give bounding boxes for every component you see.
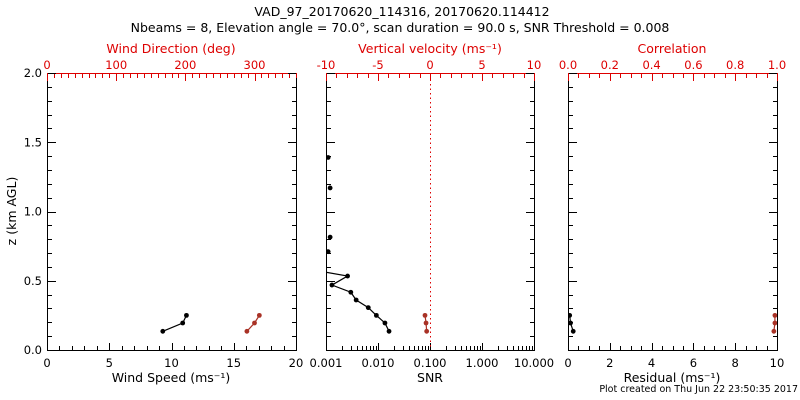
- data-point: [348, 289, 354, 295]
- axis-title-vertical-velocity: Vertical velocity (ms⁻¹): [358, 41, 502, 56]
- data-point: [256, 312, 262, 318]
- x-bottom-tick-label: 8: [732, 356, 739, 370]
- data-point: [345, 273, 350, 279]
- creation-timestamp: Plot created on Thu Jun 22 23:50:35 2017: [599, 384, 798, 395]
- data-point: [386, 328, 392, 334]
- panel-snr: 0.001 0.010 0.100 1.000 10.000 -10 -5 0 5 10: [310, 58, 555, 370]
- y-tick-label: 0.0: [24, 343, 42, 357]
- x-top-tick-label: 200: [174, 58, 196, 72]
- data-point: [353, 297, 359, 303]
- data-point: [365, 305, 371, 311]
- series-wind_speed: [160, 312, 189, 334]
- axis-title-residual: Residual (ms⁻¹): [623, 370, 721, 385]
- data-point: [327, 234, 333, 240]
- panel-frame: [568, 73, 778, 351]
- x-top-tick-label: 0.6: [684, 58, 702, 72]
- panel-residual: 0 2 4 6 8 10 0.0 0.2 0.4 0.6 0.8 1.0: [559, 58, 786, 370]
- x-bottom-tick-label: 20: [289, 356, 304, 370]
- panel-data: [310, 155, 430, 334]
- data-point: [329, 282, 335, 288]
- x-bottom-tick-label: 0: [564, 356, 571, 370]
- axis-title-wind-speed: Wind Speed (ms⁻¹): [111, 370, 231, 385]
- axis-title-correlation: Correlation: [637, 41, 707, 56]
- series-vertical_velocity: [422, 312, 430, 334]
- x-bottom-tick-label: 0.100: [414, 356, 447, 370]
- x-bottom-tick-label: 0.001: [310, 356, 343, 370]
- data-point: [326, 249, 331, 255]
- x-bottom-tick-label: 6: [690, 356, 697, 370]
- x-top-tick-label: 10: [527, 58, 542, 72]
- panel-data: [568, 312, 777, 334]
- y-tick-label: 1.5: [24, 135, 42, 149]
- x-top-tick-label: 0: [426, 58, 433, 72]
- panel-data: [160, 312, 262, 334]
- x-top-tick-label: 0.8: [726, 58, 744, 72]
- data-point: [252, 320, 257, 326]
- series-correlation: [771, 312, 777, 334]
- x-bottom-tick-label: 10: [770, 356, 785, 370]
- x-top-tick-label: 100: [105, 58, 127, 72]
- x-bottom-tick-label: 4: [648, 356, 655, 370]
- x-top-tick-label: 300: [244, 58, 266, 72]
- x-top-tick-label: 5: [478, 58, 485, 72]
- x-bottom-tick-label: 0: [43, 356, 50, 370]
- data-point: [568, 320, 573, 326]
- x-bottom-tick-label: 10: [164, 356, 179, 370]
- data-point: [423, 320, 429, 326]
- data-point: [160, 328, 166, 334]
- data-point: [326, 155, 331, 160]
- x-top-tick-label: 1.0: [768, 58, 786, 72]
- x-top-tick-label: 0.4: [642, 58, 660, 72]
- series-wind_direction: [244, 312, 262, 334]
- y-axis-title: z (km AGL): [4, 176, 20, 246]
- x-bottom-tick-label: 15: [226, 356, 241, 370]
- plot-title: VAD_97_20170620_114316, 20170620.114412: [254, 4, 550, 19]
- series-snr_profile: [310, 268, 392, 334]
- x-bottom-tick-label: 2: [606, 356, 613, 370]
- data-point: [244, 328, 250, 334]
- series-residual: [568, 312, 576, 334]
- data-point: [568, 312, 573, 318]
- data-point: [310, 268, 315, 273]
- x-bottom-tick-label: 1.000: [466, 356, 499, 370]
- data-point: [570, 328, 576, 334]
- x-top-tick-label: -10: [317, 58, 336, 72]
- data-point: [180, 320, 186, 326]
- data-point: [771, 328, 777, 334]
- y-tick-label: 1.0: [24, 205, 42, 219]
- x-bottom-tick-label: 5: [106, 356, 113, 370]
- y-tick-label: 2.0: [24, 66, 42, 80]
- panel-frame: [47, 73, 297, 351]
- plot-subtitle: Nbeams = 8, Elevation angle = 70.0°, sca…: [130, 20, 670, 35]
- data-point: [772, 312, 777, 318]
- data-point: [184, 312, 189, 318]
- axis-title-wind-direction: Wind Direction (deg): [106, 41, 236, 56]
- x-top-tick-label: 0.0: [559, 58, 577, 72]
- data-point: [424, 328, 430, 334]
- data-point: [373, 312, 379, 318]
- x-bottom-tick-label: 0.010: [362, 356, 395, 370]
- data-point: [422, 312, 428, 318]
- x-top-tick-label: 0: [43, 58, 50, 72]
- series-line: [326, 271, 390, 332]
- data-point: [327, 185, 333, 191]
- panel-frame: [326, 73, 535, 351]
- series-snr_below_threshold: [326, 155, 333, 255]
- x-top-tick-label: -5: [372, 58, 383, 72]
- axis-title-snr: SNR: [417, 370, 443, 385]
- data-point: [772, 320, 777, 326]
- data-point: [382, 320, 388, 326]
- x-top-tick-label: 0.2: [601, 58, 619, 72]
- y-tick-label: 0.5: [24, 274, 42, 288]
- x-bottom-tick-label: 10.000: [514, 356, 554, 370]
